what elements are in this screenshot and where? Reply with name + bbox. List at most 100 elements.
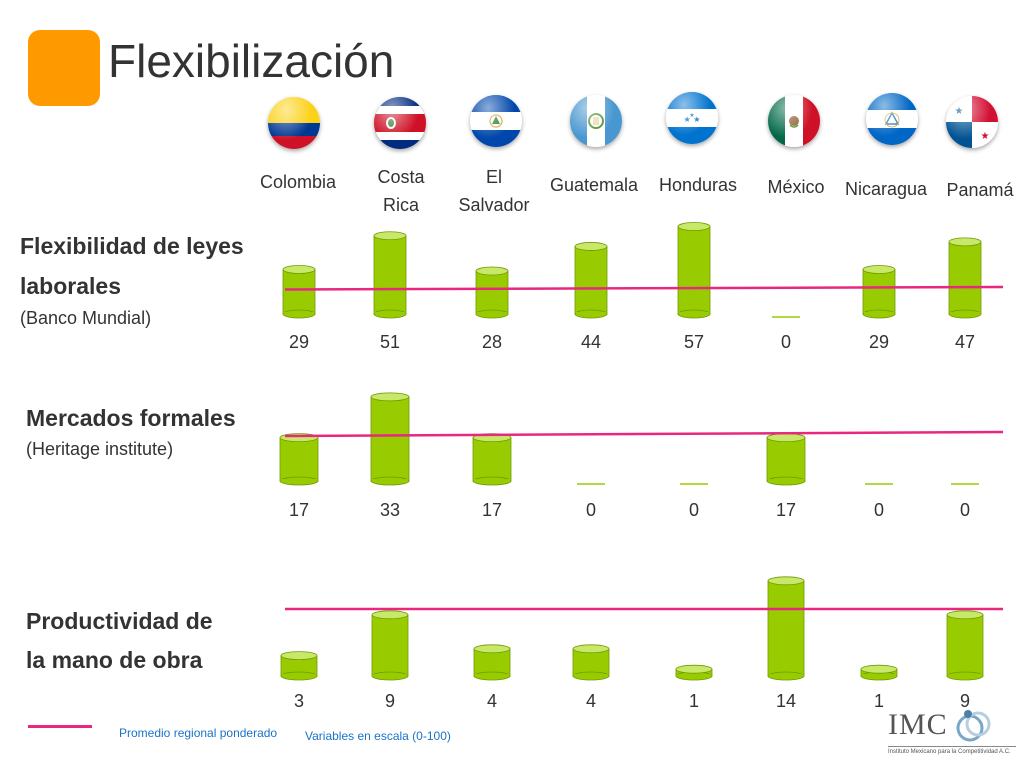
bar-mercados-costa-rica (370, 396, 410, 482)
bar-joint-productividad-honduras (676, 674, 712, 676)
country-label-guatemala: Guatemala (549, 175, 639, 195)
bar-joint-productividad-mexico (768, 674, 804, 676)
bar-productividad-costa-rica (371, 614, 409, 677)
bar-joint-flexibilidad-guatemala (575, 312, 607, 314)
mexico-flag-icon (768, 95, 820, 147)
bar-joint-productividad-panama (947, 674, 983, 676)
page-title: Flexibilización (108, 35, 395, 87)
row-title-flexibilidad-line2: laborales (20, 273, 121, 299)
bar-top-flexibilidad-costa-rica (373, 231, 407, 241)
value-label-mercados-honduras: 0 (689, 500, 699, 520)
value-label-productividad-costa-rica: 9 (385, 691, 395, 711)
country-label-colombia: Colombia (259, 172, 337, 192)
bar-top-flexibilidad-honduras (677, 222, 711, 231)
value-label-mercados-colombia: 17 (289, 500, 309, 520)
value-label-mercados-nicaragua: 0 (874, 500, 884, 520)
costa-rica-flag-icon (374, 97, 426, 149)
bar-top-productividad-costa-rica (371, 610, 409, 620)
value-label-flexibilidad-costa-rica: 51 (380, 332, 400, 352)
bar-joint-productividad-el-salvador (474, 674, 510, 676)
bar-flexibilidad-guatemala (574, 246, 608, 315)
chart-panel-mercados: 17 33 17 0 0 17 0 0 (279, 392, 1004, 520)
scale-note: Variables en escala (0-100) (305, 729, 451, 743)
row-title-productividad-line2: la mano de obra (26, 647, 203, 673)
bar-flexibilidad-el-salvador (475, 270, 509, 315)
country-label-nicaragua: Nicaragua (844, 179, 928, 199)
panama-flag-icon: ★ ★ (946, 96, 998, 148)
bar-top-mercados-costa-rica (370, 392, 410, 402)
bar-top-productividad-panama (946, 610, 984, 620)
country-label-panama: Panamá (946, 180, 1014, 200)
title-accent-square (28, 30, 100, 106)
honduras-flag-icon: ★ ★ ★ (666, 92, 718, 144)
value-label-flexibilidad-el-salvador: 28 (482, 332, 502, 352)
country-label-mexico: México (767, 177, 825, 197)
bar-joint-flexibilidad-colombia (283, 312, 315, 314)
bar-mercados-colombia (279, 437, 319, 482)
bar-top-flexibilidad-panama (948, 237, 982, 247)
value-label-productividad-honduras: 1 (689, 691, 699, 711)
bar-top-flexibilidad-el-salvador (475, 266, 509, 276)
bar-joint-flexibilidad-costa-rica (374, 312, 406, 314)
bar-joint-flexibilidad-el-salvador (476, 312, 508, 314)
legend-reference-line (28, 725, 92, 728)
row-subtitle-mercados: (Heritage institute) (26, 439, 174, 459)
logo-circles-icon (956, 710, 991, 742)
bar-flexibilidad-costa-rica (373, 235, 407, 315)
bar-top-mercados-mexico (766, 433, 806, 443)
bar-top-productividad-el-salvador (473, 644, 511, 654)
bar-joint-mercados-colombia (280, 479, 318, 481)
value-label-flexibilidad-honduras: 57 (684, 332, 704, 352)
bar-joint-productividad-guatemala (573, 674, 609, 676)
value-label-flexibilidad-mexico: 0 (781, 332, 791, 352)
value-label-mercados-mexico: 17 (776, 500, 796, 520)
bar-flexibilidad-colombia (282, 269, 316, 315)
bar-joint-productividad-nicaragua (861, 674, 897, 676)
bar-mercados-mexico (766, 437, 806, 482)
country-label-el-salvador: El Salvador (458, 167, 530, 215)
bar-productividad-guatemala (572, 648, 610, 677)
row-subtitle-flexibilidad: (Banco Mundial) (20, 308, 152, 328)
value-label-flexibilidad-colombia: 29 (289, 332, 309, 352)
value-label-productividad-guatemala: 4 (586, 691, 596, 711)
bar-joint-flexibilidad-honduras (678, 312, 710, 314)
bar-top-productividad-honduras (675, 664, 713, 674)
bar-joint-flexibilidad-panama (949, 312, 981, 314)
bar-top-productividad-colombia (280, 651, 318, 660)
bar-joint-mercados-costa-rica (371, 479, 409, 481)
bar-flexibilidad-nicaragua (862, 269, 896, 315)
chart-panel-productividad: 3 9 4 4 1 14 1 9 (280, 576, 1003, 711)
value-label-productividad-panama: 9 (960, 691, 970, 711)
reference-line-mercados (284, 430, 1004, 438)
logo-tagline: Instituto Mexicano para la Competitivida… (888, 749, 1011, 755)
value-label-flexibilidad-guatemala: 44 (581, 332, 601, 352)
value-label-productividad-nicaragua: 1 (874, 691, 884, 711)
nicaragua-flag-icon (866, 93, 918, 145)
value-label-mercados-el-salvador: 17 (482, 500, 502, 520)
legend-reference-label: Promedio regional ponderado (119, 726, 278, 740)
chart-panel-flexibilidad: 29 51 28 44 57 0 29 47 (282, 222, 1004, 352)
el-salvador-flag-icon (470, 95, 522, 147)
value-label-mercados-guatemala: 0 (586, 500, 596, 520)
bar-flexibilidad-panama (948, 241, 982, 315)
imco-logo: IMC Instituto Mexicano para la Competiti… (888, 702, 1016, 762)
country-label-honduras: Honduras (658, 175, 738, 195)
bar-joint-mercados-mexico (767, 479, 805, 481)
bar-top-productividad-nicaragua (860, 664, 898, 674)
bar-joint-mercados-el-salvador (473, 479, 511, 481)
value-label-flexibilidad-nicaragua: 29 (869, 332, 889, 352)
logo-wordmark: IMC (888, 708, 948, 741)
value-label-productividad-mexico: 14 (776, 691, 796, 711)
bar-mercados-el-salvador (472, 437, 512, 482)
bar-flexibilidad-honduras (677, 226, 711, 315)
value-label-productividad-el-salvador: 4 (487, 691, 497, 711)
guatemala-flag-icon (570, 95, 622, 147)
bar-productividad-mexico (767, 580, 805, 677)
country-label-costa-rica: Costa Rica (377, 167, 425, 215)
bar-joint-flexibilidad-nicaragua (863, 312, 895, 314)
bar-top-productividad-mexico (767, 576, 805, 586)
bar-top-flexibilidad-nicaragua (862, 265, 896, 274)
value-label-mercados-panama: 0 (960, 500, 970, 520)
row-title-mercados: Mercados formales (26, 405, 236, 431)
